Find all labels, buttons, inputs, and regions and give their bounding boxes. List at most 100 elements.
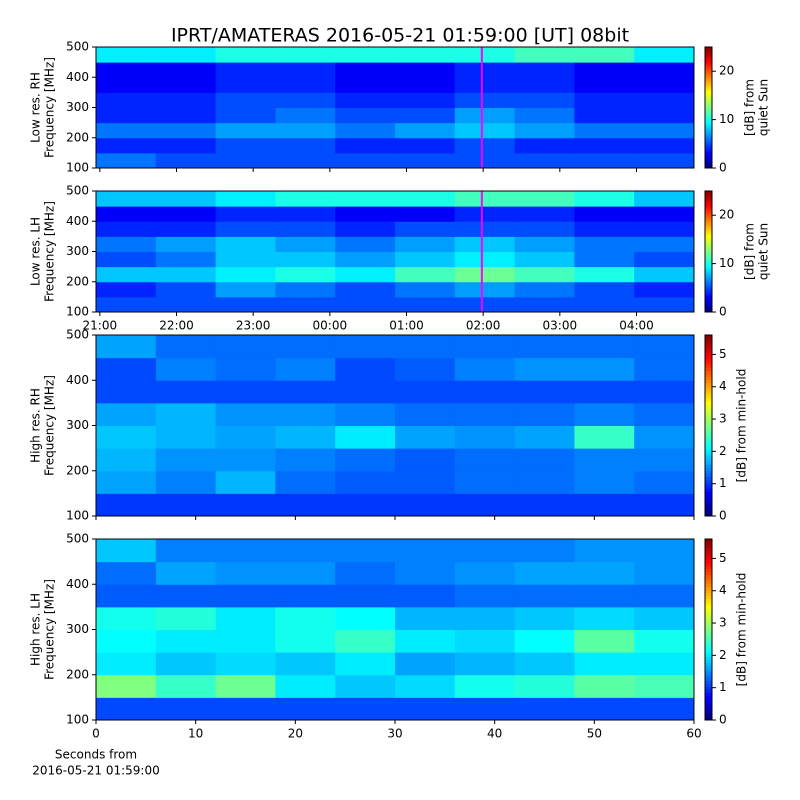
colorbar-segment [705, 539, 712, 543]
y-tick-label: 300 [66, 244, 89, 258]
heatmap-cell [454, 697, 516, 721]
heatmap-cell [96, 425, 157, 449]
heatmap-cell [155, 674, 217, 698]
colorbar-segment [705, 53, 712, 56]
heatmap-cell [514, 652, 575, 676]
colorbar-segment [705, 267, 712, 271]
heatmap-cell [96, 62, 157, 78]
heatmap-cell [574, 221, 635, 237]
heatmap-cell [215, 335, 276, 359]
heatmap-cell [335, 493, 396, 517]
heatmap-cell [96, 697, 157, 721]
heatmap-cell [454, 62, 516, 78]
colorbar-segment [705, 716, 712, 721]
colorbar-segment [705, 295, 712, 299]
heatmap-cell [215, 380, 276, 404]
colorbar-segment [705, 95, 712, 98]
y-axis-label: Frequency [MHz] [43, 579, 57, 680]
heatmap-cell [275, 221, 336, 237]
colorbar-segment [705, 425, 712, 430]
colorbar-segment [705, 163, 712, 167]
heatmap-cell [454, 425, 516, 449]
colorbar-segment [705, 464, 712, 469]
colorbar-segment [705, 377, 712, 381]
heatmap-cell [335, 266, 396, 283]
colorbar-segment [705, 623, 712, 627]
x-tick-label: 23:00 [236, 319, 271, 333]
colorbar-segment [705, 219, 712, 222]
heatmap-cell [155, 357, 217, 381]
y-tick-label: 300 [66, 100, 89, 114]
heatmap-cell [574, 296, 635, 313]
heatmap-cell [634, 448, 695, 472]
colorbar-tick-label: 3 [719, 412, 727, 426]
heatmap-cell [275, 606, 336, 630]
heatmap-cell [335, 296, 396, 313]
heatmap-cell [634, 606, 695, 630]
colorbar-label: [dB] from min-hold [735, 573, 749, 687]
heatmap-cell [96, 137, 157, 154]
heatmap-cell [96, 357, 157, 381]
heatmap-cell [574, 47, 635, 63]
heatmap-cell [155, 402, 217, 426]
heatmap-cell [215, 122, 276, 139]
y-tick-label: 300 [66, 622, 89, 636]
heatmap-cell [514, 152, 575, 169]
colorbar-segment [705, 153, 712, 157]
heatmap-cell [574, 470, 635, 494]
colorbar-segment [705, 677, 712, 682]
heatmap-cell [96, 493, 157, 517]
heatmap-cell [395, 152, 456, 169]
heatmap-cell [574, 281, 635, 298]
heatmap-cell [215, 206, 276, 222]
colorbar-segment [705, 395, 712, 399]
heatmap-cell [335, 77, 396, 93]
colorbar-segment [705, 245, 712, 248]
x-tick-label: 20 [288, 727, 303, 741]
heatmap-cell [574, 425, 635, 449]
heatmap-cell [514, 62, 575, 78]
heatmap-cell [155, 606, 217, 630]
heatmap-cell [634, 629, 695, 653]
colorbar-label: quiet Sun [757, 79, 771, 136]
heatmap-cell [275, 137, 336, 154]
heatmap-cell [454, 335, 516, 359]
heatmap-cell [454, 77, 516, 93]
heatmap-cell [395, 191, 456, 207]
colorbar-segment [705, 233, 712, 236]
colorbar-segment [705, 626, 712, 630]
heatmap-cell [395, 674, 456, 698]
heatmap-cell [514, 335, 575, 359]
heatmap-cell [335, 425, 396, 449]
colorbar-label: [dB] from min-hold [735, 369, 749, 483]
x-tick-label: 10 [188, 727, 203, 741]
heatmap-cell [454, 221, 516, 237]
heatmap-cell [634, 77, 695, 93]
colorbar-segment [705, 338, 712, 342]
colorbar-segment [705, 165, 712, 169]
colorbar-segment [705, 485, 712, 490]
heatmap-cell [155, 191, 217, 207]
colorbar-segment [705, 668, 712, 673]
colorbar-segment [705, 137, 712, 141]
colorbar-segment [705, 488, 712, 493]
colorbar-segment [705, 440, 712, 445]
y-axis-label: Low res. LH [29, 217, 43, 286]
colorbar-segment [705, 135, 712, 139]
colorbar-segment [705, 446, 712, 451]
colorbar-segment [705, 662, 712, 667]
heatmap-cell [454, 674, 516, 698]
colorbar-segment [705, 91, 712, 94]
colorbar-segment [705, 401, 712, 405]
heatmap-cell [155, 335, 217, 359]
heatmap-cell [574, 92, 635, 108]
heatmap-cell [275, 92, 336, 108]
colorbar-segment [705, 605, 712, 609]
colorbar-segment [705, 341, 712, 345]
colorbar-segment [705, 659, 712, 664]
heatmap-cell [155, 697, 217, 721]
heatmap-cell [215, 674, 276, 698]
heatmap-cell [155, 206, 217, 222]
colorbar-segment [705, 257, 712, 261]
colorbar-segment [705, 269, 712, 273]
